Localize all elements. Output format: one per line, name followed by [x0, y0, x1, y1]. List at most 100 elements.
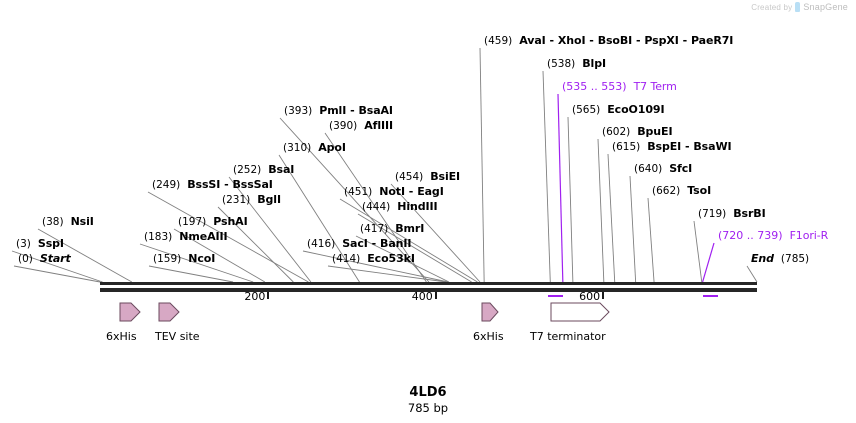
enzyme-label-ecoo109i[interactable]: (565) EcoO109I — [572, 103, 665, 117]
enzyme-label-noti[interactable]: (451) NotI - EagI — [344, 185, 444, 199]
leader-line-bspei — [607, 153, 616, 283]
leader-line-eco53ki — [327, 265, 447, 283]
enzyme-label-pmli[interactable]: (393) PmlI - BsaAI — [284, 104, 393, 118]
enzyme-label-saci[interactable]: (416) SacI - BanII — [307, 237, 412, 251]
feature-label-6xhis-1: 6xHis — [106, 330, 137, 343]
enzyme-position-blpi: (538) — [547, 58, 576, 70]
leader-line-t7term — [557, 93, 564, 283]
enzyme-label-f1ori[interactable]: (720 .. 739) F1ori-R — [718, 230, 828, 242]
enzyme-label-bmri[interactable]: (417) BmrI — [360, 222, 425, 236]
enzyme-name-bsrbi-0: BsrBI — [733, 207, 766, 220]
enzyme-name-noti-0: NotI — [379, 185, 405, 198]
feature-arrow-t7-terminator[interactable] — [550, 302, 610, 322]
enzyme-position-bsssi: (249) — [152, 179, 181, 191]
feature-label-tev-site: TEV site — [155, 330, 200, 343]
arrow-shape-icon — [550, 302, 610, 322]
enzyme-label-aflii[interactable]: (390) AflIII — [329, 120, 393, 133]
arrow-shape-icon — [158, 302, 180, 322]
enzyme-label-bsssi[interactable]: (249) BssSI - BssSaI — [152, 178, 273, 192]
enzyme-name-avai-2: BsoBI — [597, 34, 633, 47]
enzyme-name-hindiii-0: HindIII — [397, 200, 438, 213]
enzyme-name-avai-1: XhoI — [557, 34, 586, 47]
leader-line-f1ori — [702, 242, 715, 283]
enzyme-label-bsiei[interactable]: (454) BsiEI — [395, 171, 460, 184]
enzyme-label-bgli[interactable]: (231) BglI — [222, 194, 281, 207]
enzyme-name-bspei-1: BsaWI — [693, 140, 732, 153]
plasmid-title: 4LD6 — [409, 385, 447, 400]
enzyme-position-bgli: (231) — [222, 194, 251, 206]
enzyme-name-nsii-0: NsiI — [70, 215, 94, 228]
leader-line-avai — [479, 47, 485, 283]
enzyme-position-aflii: (390) — [329, 120, 358, 132]
enzyme-position-bmri: (417) — [360, 223, 389, 235]
enzyme-label-apoi[interactable]: (310) ApoI — [283, 141, 346, 155]
enzyme-label-tsoi[interactable]: (662) TsoI — [652, 184, 712, 198]
enzyme-label-hindiii[interactable]: (444) HindIII — [362, 200, 438, 214]
sequence-backbone-bottom — [100, 288, 757, 292]
enzyme-position-ecoo109i: (565) — [572, 104, 601, 116]
sequence-backbone-top — [100, 282, 757, 285]
enzyme-label-pshai[interactable]: (197) PshAI — [178, 215, 248, 229]
enzyme-name-pmli-0: PmlI — [319, 104, 347, 117]
feature-arrow-tev-site[interactable] — [158, 302, 180, 322]
enzyme-name-pmli-1: BsaAI — [358, 104, 393, 117]
leader-line-sfci — [629, 175, 637, 283]
snapgene-watermark: Created by SnapGene — [751, 2, 848, 12]
enzyme-name-saci-1: BanII — [380, 237, 412, 250]
enzyme-label-bsai[interactable]: (252) BsaI — [233, 164, 294, 177]
enzyme-label-avai[interactable]: (459) AvaI - XhoI - BsoBI - PspXI - PaeR… — [484, 34, 734, 48]
enzyme-label-bsrbi[interactable]: (719) BsrBI — [698, 207, 766, 221]
enzyme-label-eco53ki[interactable]: (414) Eco53kI — [332, 253, 415, 266]
enzyme-label-nmeaiii[interactable]: (183) NmeAIII — [144, 231, 228, 244]
enzyme-position-f1ori: (720 .. 739) — [718, 229, 783, 242]
enzyme-name-separator: - — [681, 140, 694, 153]
watermark-brand: SnapGene — [803, 2, 848, 12]
enzyme-name-apoi-0: ApoI — [318, 141, 346, 154]
enzyme-label-start[interactable]: (0) Start — [18, 253, 71, 266]
enzyme-name-pshai-0: PshAI — [213, 215, 248, 228]
enzyme-name-separator: - — [545, 34, 558, 47]
feature-arrow-6xhis-2[interactable] — [481, 302, 499, 322]
enzyme-position-tsoi: (662) — [652, 185, 681, 197]
enzyme-name-ecoo109i-0: EcoO109I — [607, 103, 665, 116]
enzyme-label-bspei[interactable]: (615) BspEI - BsaWI — [612, 140, 732, 154]
enzyme-position-hindiii: (444) — [362, 201, 391, 213]
leader-line-blpi — [542, 70, 551, 283]
enzyme-name-separator: - — [220, 178, 233, 191]
ruler-tick-200 — [267, 292, 270, 299]
enzyme-name-ncoi-0: NcoI — [188, 252, 216, 265]
enzyme-name-t7term-0: T7 Term — [633, 80, 677, 93]
enzyme-name-bmri-0: BmrI — [395, 222, 425, 235]
enzyme-name-tsoi-0: TsoI — [687, 184, 712, 197]
enzyme-label-ncoi[interactable]: (159) NcoI — [153, 252, 216, 266]
watermark-created-by: Created by — [751, 2, 793, 12]
enzyme-position-pmli: (393) — [284, 105, 313, 117]
enzyme-name-avai-4: PaeR7I — [691, 34, 734, 47]
feature-label-6xhis-2: 6xHis — [473, 330, 504, 343]
enzyme-position-bsiei: (454) — [395, 171, 424, 183]
enzyme-label-sfci[interactable]: (640) SfcI — [634, 163, 692, 176]
enzyme-name-separator: - — [585, 34, 598, 47]
enzyme-name-f1ori-0: F1ori-R — [789, 229, 829, 242]
enzyme-position-sspi: (3) — [16, 238, 31, 250]
enzyme-name-separator: - — [632, 34, 645, 47]
enzyme-position-ncoi: (159) — [153, 253, 182, 265]
enzyme-name-bpuei-0: BpuEI — [637, 125, 673, 138]
leader-line-start — [13, 265, 101, 283]
enzyme-label-end[interactable]: End (785) — [751, 253, 809, 266]
enzyme-name-sspi-0: SspI — [37, 237, 64, 250]
enzyme-label-nsii[interactable]: (38) NsiI — [42, 215, 94, 229]
feature-arrow-6xhis-1[interactable] — [119, 302, 141, 322]
plasmid-length: 785 bp — [407, 401, 449, 415]
feature-bar-t7term-bar — [547, 295, 563, 297]
ruler-tick-label-600: 600 — [579, 290, 601, 303]
feature-bar-f1ori-bar — [702, 295, 719, 297]
enzyme-label-t7term[interactable]: (535 .. 553) T7 Term — [562, 81, 677, 93]
enzyme-position-nsii: (38) — [42, 216, 64, 228]
enzyme-label-sspi[interactable]: (3) SspI — [16, 237, 64, 251]
leader-line-end — [746, 265, 758, 283]
enzyme-label-blpi[interactable]: (538) BlpI — [547, 58, 606, 71]
enzyme-name-saci-0: SacI — [342, 237, 368, 250]
enzyme-label-bpuei[interactable]: (602) BpuEI — [602, 125, 673, 139]
